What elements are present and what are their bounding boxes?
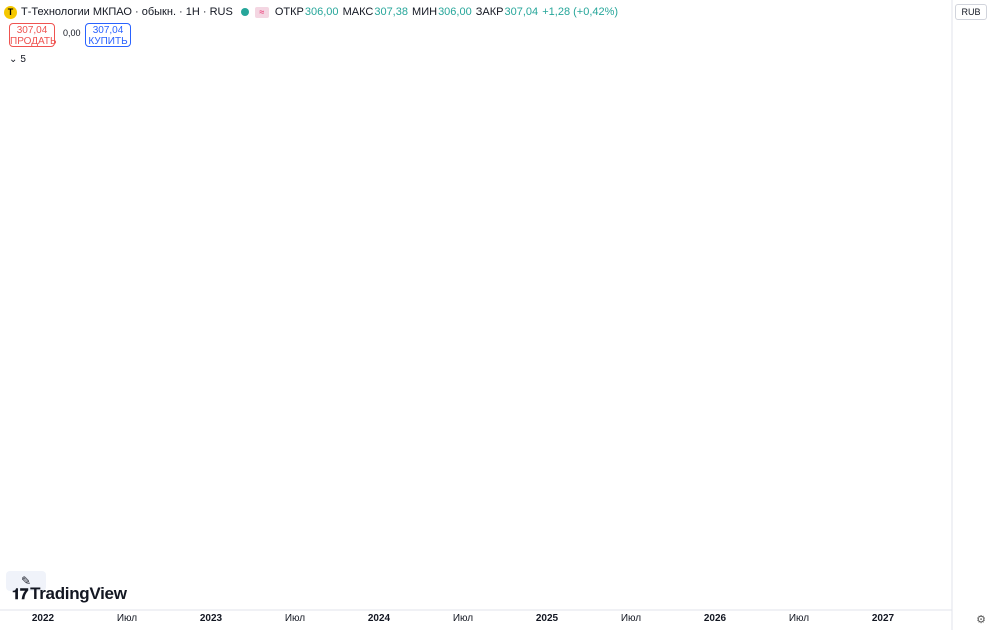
sell-price: 307,04 xyxy=(16,25,48,36)
time-tick-label: 2027 xyxy=(871,613,895,624)
time-tick-label: 2022 xyxy=(31,613,55,624)
chevron-down-icon: ⌄ xyxy=(9,53,18,65)
symbol-logo-icon[interactable]: T xyxy=(4,5,17,19)
chart-header: T Т-Технологии МКПАО · обыкн. · 1H · RUS… xyxy=(4,4,619,20)
pencil-icon: ✎ xyxy=(20,574,32,588)
sell-button[interactable]: 307,04 ПРОДАТЬ xyxy=(9,23,57,47)
time-tick-label: Июл xyxy=(284,613,306,624)
open-value: 306,00 xyxy=(304,6,339,18)
open-label: ОТКР xyxy=(274,6,304,18)
time-tick-label: Июл xyxy=(116,613,138,624)
gear-icon[interactable]: ⚙ xyxy=(976,614,986,626)
logo-text: TradingView xyxy=(30,584,127,603)
time-tick-label: Июл xyxy=(620,613,642,624)
wave-icon: ≈ xyxy=(254,6,269,18)
time-tick-label: Июл xyxy=(788,613,810,624)
time-tick-label: Июл xyxy=(452,613,474,624)
sell-label: ПРОДАТЬ xyxy=(10,36,57,47)
spread-value: 0,00 xyxy=(63,28,81,38)
drawing-tool-button[interactable]: ✎ xyxy=(6,571,46,591)
buy-label: КУПИТЬ xyxy=(88,36,128,47)
low-value: 306,00 xyxy=(438,6,472,18)
symbol-title[interactable]: Т-Технологии МКПАО · обыкн. · 1H · RUS xyxy=(21,6,233,18)
tradingview-logo-icon: 𝟏𝟕 xyxy=(12,586,29,603)
tradingview-logo: 𝟏𝟕 TradingView xyxy=(12,584,127,604)
time-tick-label: 2026 xyxy=(703,613,727,624)
ohlc-readout: ОТКР306,00 МАКС307,38 МИН306,00 ЗАКР307,… xyxy=(275,6,619,18)
currency-selector[interactable]: RUB xyxy=(955,4,987,20)
high-label: МАКС xyxy=(342,6,374,18)
buy-button[interactable]: 307,04 КУПИТЬ xyxy=(85,23,131,47)
high-value: 307,38 xyxy=(374,6,408,18)
time-tick-label: 2024 xyxy=(367,613,391,624)
change-value: +1,28 (+0,42%) xyxy=(542,6,619,18)
price-axis-panel xyxy=(952,0,1000,630)
time-tick-label: 2023 xyxy=(199,613,223,624)
close-value: 307,04 xyxy=(504,6,539,18)
market-status-icon xyxy=(240,8,249,16)
indicator-count: 5 xyxy=(20,53,26,65)
low-label: МИН xyxy=(412,6,438,18)
close-label: ЗАКР xyxy=(475,6,504,18)
indicators-toggle[interactable]: ⌄ 5 xyxy=(9,52,33,66)
buy-price: 307,04 xyxy=(92,25,124,36)
time-tick-label: 2025 xyxy=(535,613,559,624)
